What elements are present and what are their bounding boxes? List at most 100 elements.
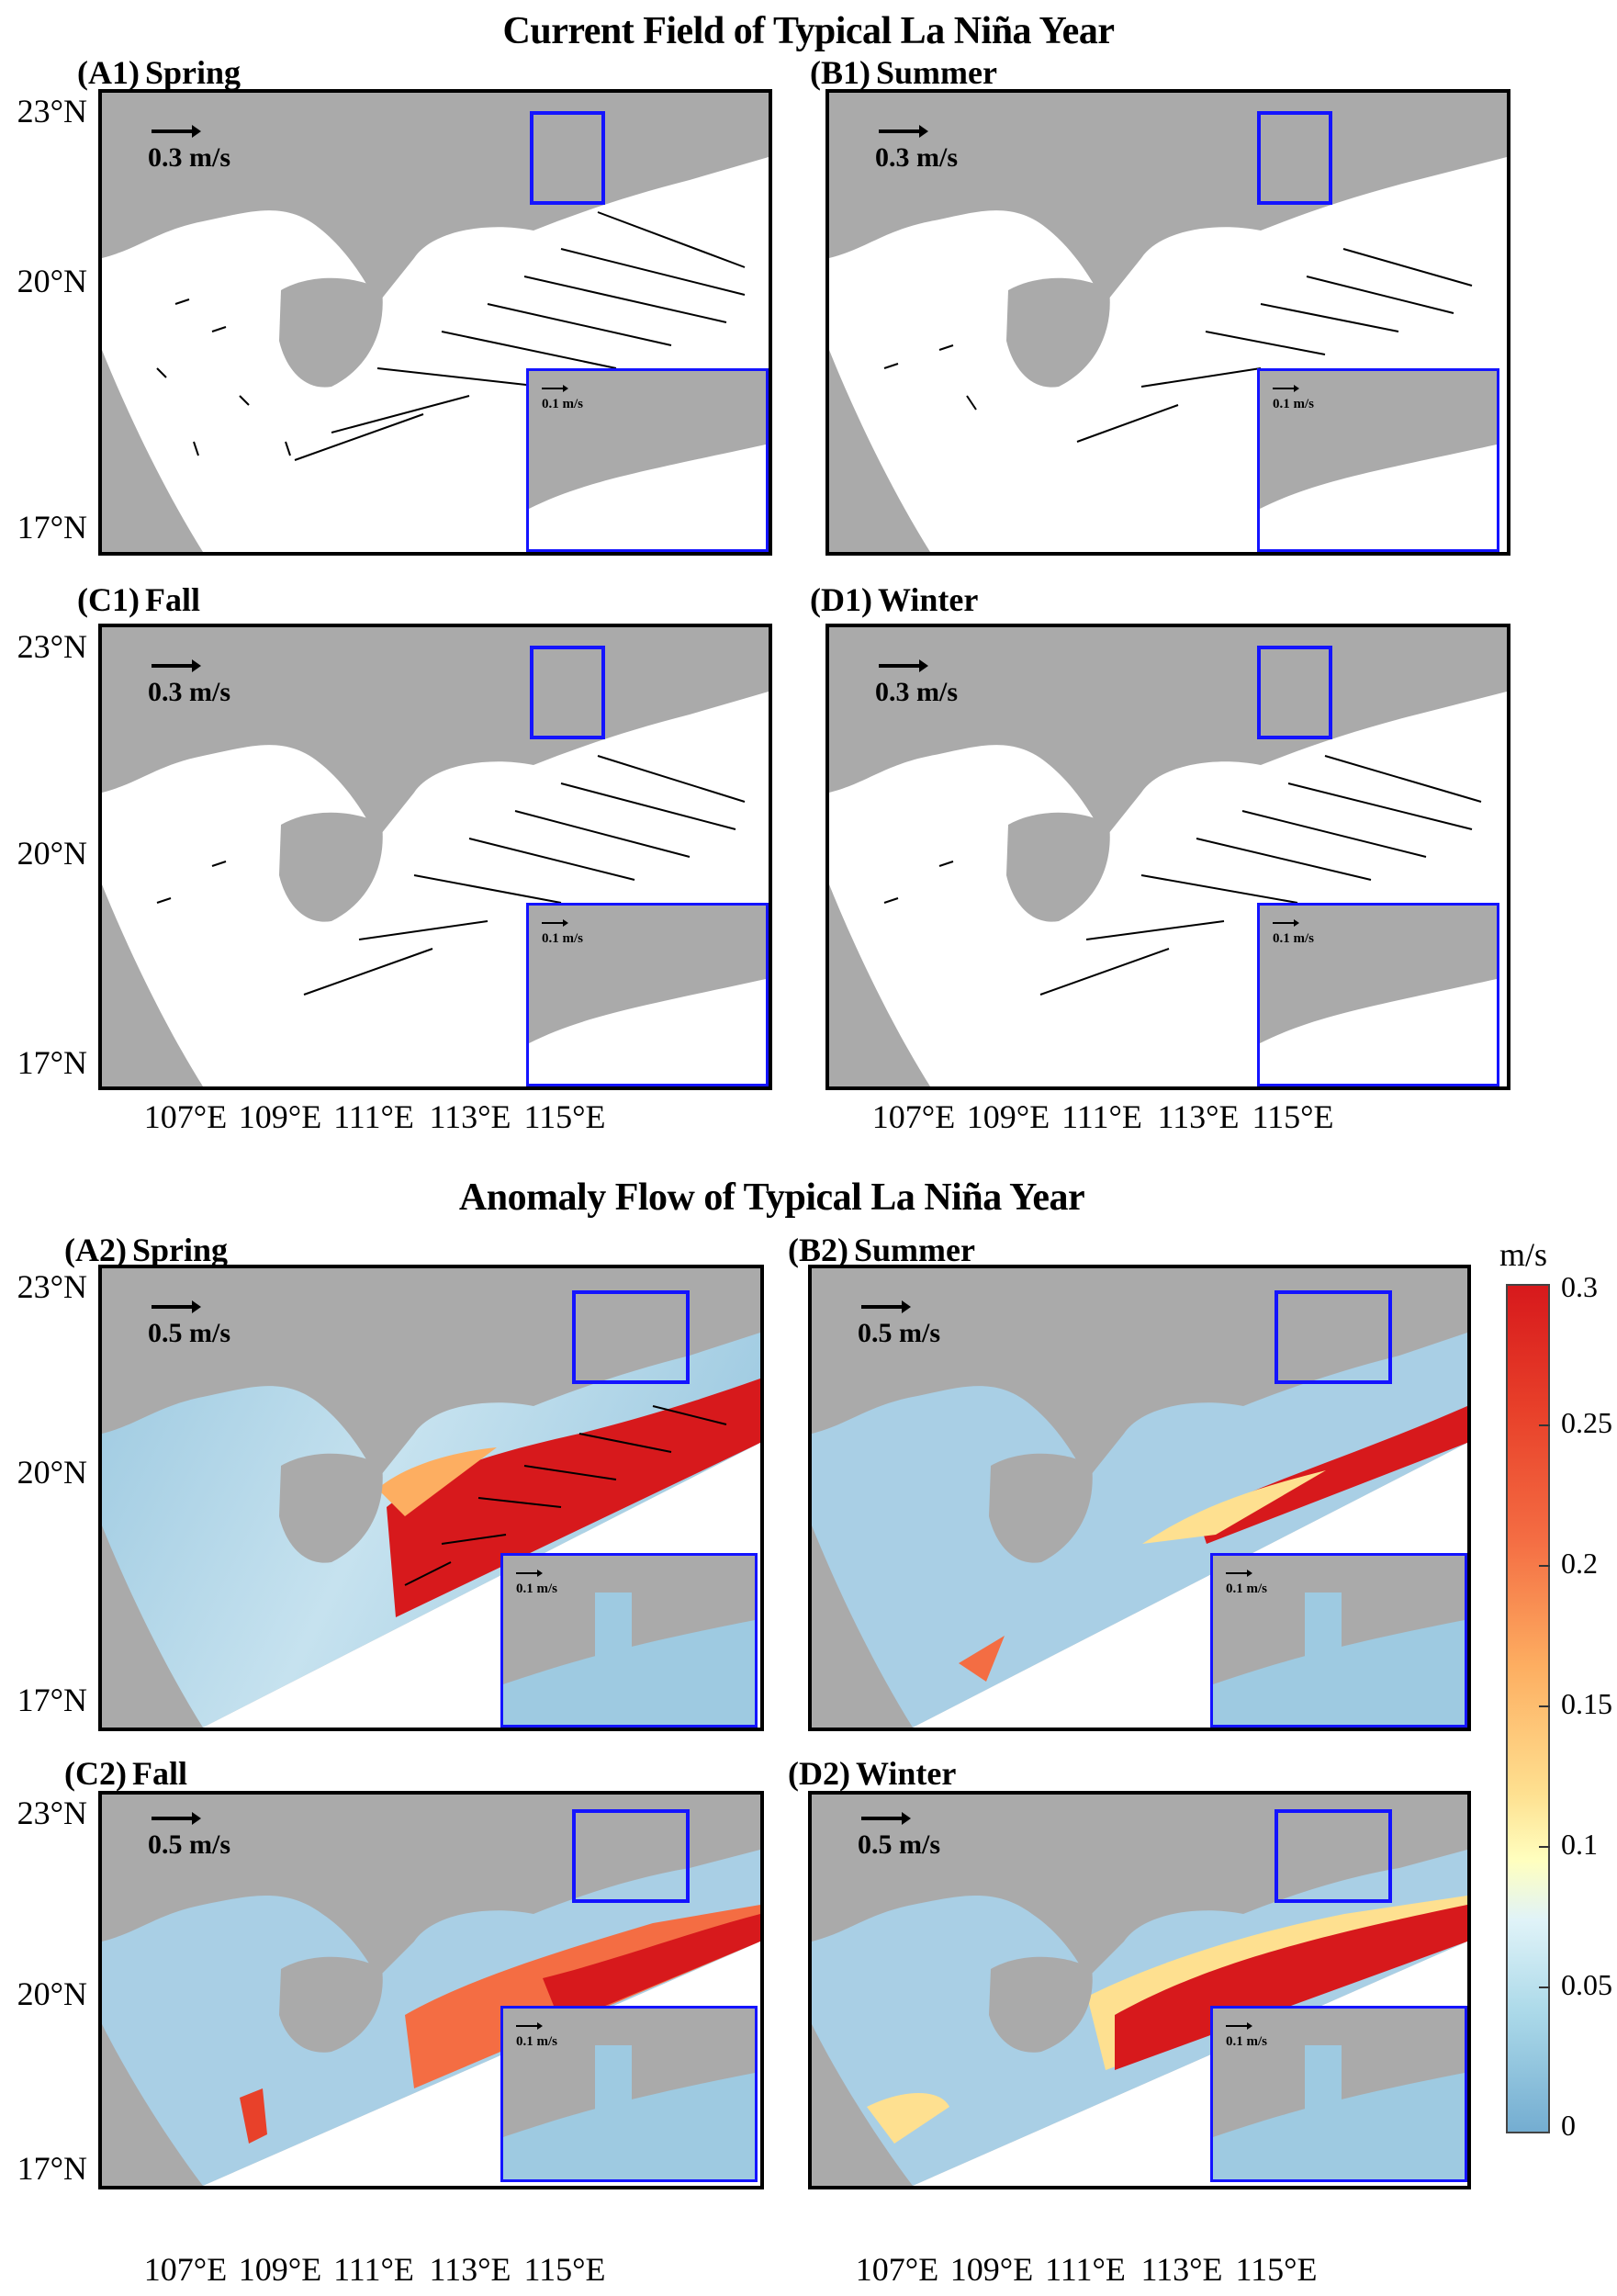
reference-vector-label: 0.5 m/s	[858, 1318, 940, 1348]
map-panel-c1: 0.3 m/s 0.1 m/s	[98, 624, 772, 1090]
panel-season: Spring	[131, 1232, 229, 1268]
panel-id: (D1)	[810, 581, 872, 618]
x-tick-107e: 107°E	[143, 2251, 228, 2288]
y-tick-23n: 23°N	[17, 1795, 87, 1831]
panel-label-d1: (D1) Winter	[810, 580, 978, 619]
inset-reference-vector: 0.1 m/s	[1273, 385, 1314, 412]
x-tick-115e: 115°E	[523, 1098, 606, 1135]
colorbar-tickmark	[1539, 1424, 1550, 1426]
anomaly-field-shape	[812, 1850, 1467, 2186]
reference-vector-c1: 0.3 m/s	[148, 659, 230, 708]
inset-map-c1: 0.1 m/s	[526, 903, 769, 1086]
colorbar-tickmark	[1539, 1846, 1550, 1848]
arrow-icon	[879, 125, 928, 138]
reference-vector-c2: 0.5 m/s	[148, 1812, 230, 1861]
panel-id: (C2)	[64, 1755, 127, 1792]
reference-vector-d2: 0.5 m/s	[858, 1812, 940, 1861]
arrow-icon	[861, 1812, 911, 1825]
arrow-icon	[1273, 385, 1299, 392]
colorbar-tickmark	[1539, 1986, 1550, 1988]
reference-vector-label: 0.3 m/s	[875, 677, 958, 707]
y-tick-23n: 23°N	[17, 93, 87, 129]
panel-id: (A2)	[64, 1232, 127, 1268]
zoom-region-box	[572, 1290, 690, 1384]
panel-label-b2: (B2) Summer	[788, 1231, 975, 1269]
inset-reference-vector: 0.1 m/s	[1226, 2022, 1267, 2050]
inset-map-c2: 0.1 m/s	[500, 2006, 758, 2182]
map-panel-a2: 0.5 m/s 0.1 m/s	[98, 1265, 764, 1731]
x-tick-111e: 111°E	[333, 2251, 414, 2288]
panel-id: (C1)	[77, 581, 140, 618]
x-tick-113e: 113°E	[1157, 1098, 1240, 1135]
arrow-icon	[152, 659, 201, 672]
panel-season: Fall	[131, 1755, 187, 1792]
arrow-icon	[516, 1570, 543, 1577]
colorbar-tick-0.1: 0.1	[1561, 1828, 1598, 1861]
inset-reference-label: 0.1 m/s	[1226, 1581, 1267, 1596]
colorbar-tick-0.2: 0.2	[1561, 1547, 1598, 1580]
panel-label-d2: (D2) Winter	[788, 1754, 956, 1793]
x-tick-115e: 115°E	[1235, 2251, 1318, 2288]
x-tick-113e: 113°E	[429, 1098, 511, 1135]
map-panel-b1: 0.3 m/s 0.1 m/s	[825, 89, 1510, 556]
x-tick-115e: 115°E	[523, 2251, 606, 2288]
colorbar-tick-0.05: 0.05	[1561, 1968, 1612, 2001]
panel-season: Winter	[877, 581, 979, 618]
zoom-region-box	[1257, 646, 1332, 739]
colorbar-tickmark	[1539, 1705, 1550, 1707]
arrow-icon	[861, 1300, 911, 1313]
inset-reference-vector: 0.1 m/s	[542, 385, 583, 412]
reference-vector-a2: 0.5 m/s	[148, 1300, 230, 1349]
arrow-icon	[542, 385, 568, 392]
inset-reference-vector: 0.1 m/s	[516, 2022, 557, 2050]
bottom-figure-title: Anomaly Flow of Typical La Niña Year	[458, 1176, 1085, 1219]
reference-vector-label: 0.3 m/s	[148, 142, 230, 173]
y-tick-17n: 17°N	[17, 1044, 87, 1081]
panel-id: (D2)	[788, 1755, 850, 1792]
y-tick-23n: 23°N	[17, 628, 87, 665]
reference-vector-a1: 0.3 m/s	[148, 125, 230, 174]
zoom-region-box	[572, 1809, 690, 1903]
x-tick-107e: 107°E	[855, 2251, 939, 2288]
map-panel-b2: 0.5 m/s 0.1 m/s	[808, 1265, 1471, 1731]
panel-season: Winter	[855, 1755, 957, 1792]
reference-vector-label: 0.5 m/s	[858, 1829, 940, 1860]
reference-vector-label: 0.5 m/s	[148, 1318, 230, 1348]
arrow-icon	[1226, 1570, 1252, 1577]
arrow-icon	[152, 125, 201, 138]
x-tick-111e: 111°E	[1061, 1098, 1142, 1135]
inset-map-b1: 0.1 m/s	[1257, 368, 1499, 552]
panel-label-b1: (B1) Summer	[810, 53, 997, 92]
inset-map-a1: 0.1 m/s	[526, 368, 769, 552]
y-tick-20n: 20°N	[17, 835, 87, 872]
inset-reference-vector: 0.1 m/s	[1226, 1570, 1267, 1597]
x-tick-111e: 111°E	[1045, 2251, 1126, 2288]
panel-label-c2: (C2) Fall	[64, 1754, 187, 1793]
arrow-icon	[542, 919, 568, 927]
colorbar-unit-label: m/s	[1499, 1236, 1548, 1273]
panel-season: Summer	[854, 1232, 975, 1268]
arrow-icon	[1226, 2022, 1252, 2030]
arrow-icon	[152, 1812, 201, 1825]
zoom-region-box	[530, 646, 605, 739]
panel-label-a2: (A2) Spring	[64, 1231, 228, 1269]
inset-reference-label: 0.1 m/s	[1273, 931, 1314, 946]
x-tick-109e: 109°E	[966, 1098, 1050, 1135]
anomaly-field-shape	[812, 1333, 1467, 1728]
inset-reference-label: 0.1 m/s	[1226, 2034, 1267, 2049]
zoom-region-box	[1275, 1809, 1392, 1903]
panel-season: Spring	[144, 54, 241, 91]
y-tick-17n: 17°N	[17, 509, 87, 546]
inset-reference-label: 0.1 m/s	[516, 1581, 557, 1596]
x-tick-115e: 115°E	[1252, 1098, 1334, 1135]
colorbar-tickmark	[1539, 1565, 1550, 1567]
x-tick-113e: 113°E	[429, 2251, 511, 2288]
x-tick-109e: 109°E	[949, 2251, 1034, 2288]
colorbar-tick-0: 0	[1561, 2109, 1576, 2142]
y-tick-20n: 20°N	[17, 1454, 87, 1491]
inset-reference-label: 0.1 m/s	[516, 2034, 557, 2049]
reference-vector-b2: 0.5 m/s	[858, 1300, 940, 1349]
arrow-icon	[152, 1300, 201, 1313]
reference-vector-label: 0.3 m/s	[148, 677, 230, 707]
inset-map-b2: 0.1 m/s	[1210, 1553, 1467, 1728]
